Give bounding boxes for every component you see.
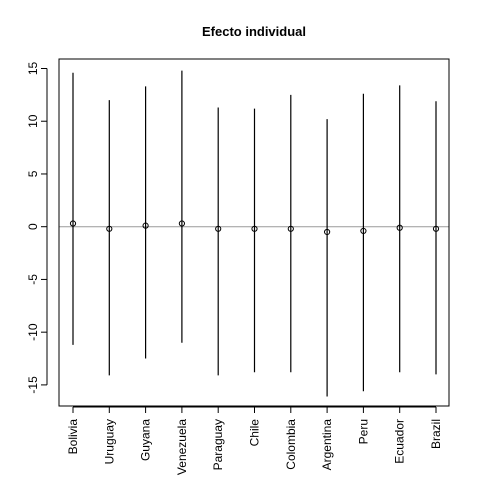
x-tick-label-chile: Chile <box>248 419 262 447</box>
x-tick-label-argentina: Argentina <box>320 419 334 471</box>
y-tick-label: -10 <box>26 323 40 341</box>
estimate-point-argentina <box>324 228 331 236</box>
estimate-point-uruguay <box>106 225 113 232</box>
x-tick-label-guyana: Guyana <box>139 419 153 461</box>
x-tick-label-ecuador: Ecuador <box>393 419 407 464</box>
estimate-point-paraguay <box>215 225 222 232</box>
plot-area: -15 -10 -5 0 5 10 15 Bolivia Uruguay Guyana Venezu… <box>26 58 450 475</box>
estimate-point-venezuela <box>178 220 185 227</box>
estimate-point-bolivia <box>69 220 77 227</box>
y-tick-label: 0 <box>26 223 40 230</box>
estimate-point-chile <box>251 225 258 232</box>
x-tick-label-peru: Peru <box>356 419 370 444</box>
y-tick-label: -15 <box>26 376 40 394</box>
x-tick-label-venezuela: Venezuela <box>175 419 189 475</box>
y-tick-label: 10 <box>26 114 40 128</box>
plot-frame <box>58 58 450 407</box>
y-tick-label: 5 <box>26 170 40 177</box>
y-tick-label: -5 <box>26 274 40 285</box>
estimate-point-brazil <box>432 225 440 232</box>
estimate-point-colombia <box>287 225 294 232</box>
y-tick-label: 15 <box>26 61 40 75</box>
x-tick-label-colombia: Colombia <box>284 419 298 470</box>
x-tick-label-brazil: Brazil <box>429 419 443 449</box>
chart-title: Efecto individual <box>202 24 306 39</box>
x-tick-label-uruguay: Uruguay <box>102 419 116 464</box>
x-tick-label-paraguay: Paraguay <box>211 419 225 470</box>
estimate-point-peru <box>360 227 367 235</box>
estimate-point-ecuador <box>396 224 403 231</box>
x-tick-label-bolivia: Bolivia <box>66 419 80 455</box>
estimate-point-guyana <box>142 222 149 229</box>
